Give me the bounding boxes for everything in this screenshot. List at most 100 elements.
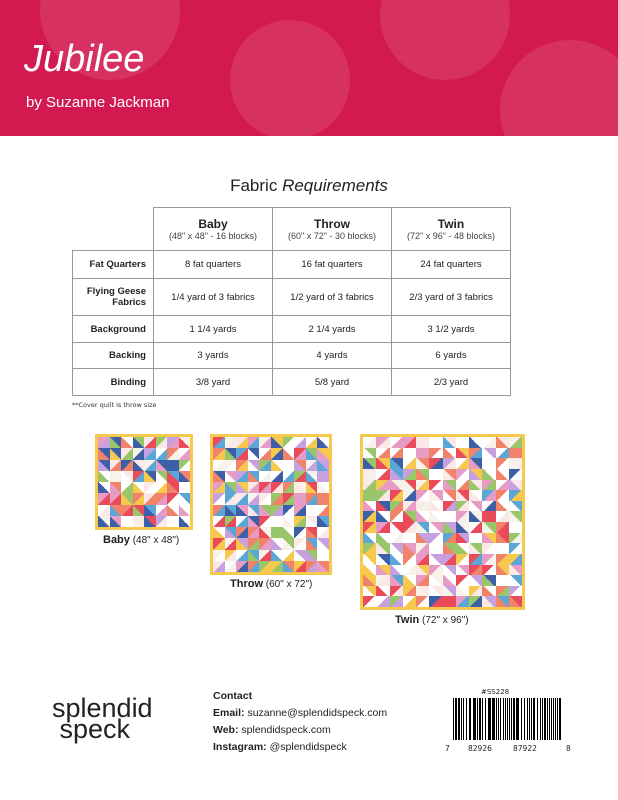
quilt-patch bbox=[389, 585, 403, 597]
quilt-patch bbox=[167, 437, 179, 449]
table-row: Backing 3 yards 4 yards 6 yards bbox=[72, 342, 511, 369]
quilt-patch bbox=[402, 447, 416, 459]
barcode-bar bbox=[455, 698, 457, 740]
quilt-patch bbox=[429, 447, 443, 459]
quilt-patch bbox=[271, 470, 283, 482]
quilt-patch bbox=[109, 482, 121, 494]
quilt-patch bbox=[178, 448, 190, 460]
quilt-patch bbox=[482, 437, 496, 448]
barcode-bar bbox=[495, 698, 498, 740]
quilt-patch bbox=[305, 549, 318, 561]
quilt-patch bbox=[247, 470, 260, 482]
table-row: Binding 3/8 yard 5/8 yard 2/3 yard bbox=[72, 368, 511, 396]
quilt-patch bbox=[305, 437, 318, 449]
quilt-patch bbox=[98, 515, 110, 527]
quilt-patch bbox=[294, 437, 306, 449]
quilt-patch bbox=[144, 504, 156, 516]
quilt-patch bbox=[155, 515, 167, 527]
quilt-patch bbox=[429, 468, 443, 480]
quilt-patch bbox=[98, 470, 110, 482]
quilt-patch bbox=[271, 538, 283, 550]
barcode-bar bbox=[481, 698, 484, 740]
quilt-patch bbox=[363, 564, 377, 576]
quilt-patch bbox=[495, 490, 509, 501]
quilt-patch bbox=[178, 470, 190, 482]
barcode-bar bbox=[548, 698, 550, 740]
quilt-patch bbox=[259, 504, 271, 516]
quilt-patch bbox=[282, 538, 295, 550]
web-link[interactable]: splendidspeck.com bbox=[241, 724, 331, 736]
quilt-patch bbox=[389, 500, 403, 512]
quilt-patch bbox=[416, 564, 430, 576]
quilt-patch bbox=[442, 490, 456, 501]
quilt-patch bbox=[482, 564, 496, 576]
quilt-patch bbox=[363, 468, 377, 480]
quilt-patch bbox=[508, 522, 522, 533]
quilt-patch bbox=[402, 543, 416, 554]
quilt-patch bbox=[236, 549, 248, 561]
quilt-patch bbox=[402, 490, 416, 501]
quilt-patch bbox=[259, 470, 271, 482]
quilt-patch bbox=[121, 448, 133, 460]
quilt-patch bbox=[376, 532, 390, 544]
quilt-patch bbox=[455, 532, 469, 544]
quilt-patch bbox=[495, 575, 509, 586]
barcode-bar bbox=[526, 698, 528, 740]
email-link[interactable]: suzanne@splendidspeck.com bbox=[247, 707, 388, 719]
barcode-bar bbox=[508, 698, 510, 740]
quilt-patch bbox=[442, 564, 456, 576]
barcode-bar bbox=[557, 698, 558, 740]
quilt-patch bbox=[282, 493, 295, 505]
quilt-patch bbox=[495, 596, 509, 607]
caption-twin: Twin (72" x 96") bbox=[395, 614, 469, 626]
quilt-patch bbox=[363, 575, 377, 586]
quilt-patch bbox=[376, 490, 390, 501]
barcode-bar bbox=[474, 698, 476, 740]
barcode-bar bbox=[515, 698, 517, 740]
quilt-patch bbox=[224, 459, 237, 471]
barcode-bar bbox=[487, 698, 489, 740]
quilt-patch bbox=[305, 515, 318, 527]
instagram-link[interactable]: @splendidspeck bbox=[269, 741, 347, 753]
table-row: Background 1 1/4 yards 2 1/4 yards 3 1/2 ya… bbox=[72, 315, 511, 343]
quilt-patch bbox=[455, 437, 469, 448]
quilt-patch bbox=[469, 468, 483, 480]
quilt-patch bbox=[294, 482, 306, 494]
quilt-patch bbox=[247, 549, 260, 561]
quilt-patch bbox=[376, 500, 390, 512]
quilt-patch bbox=[389, 458, 403, 469]
quilt-patch bbox=[416, 479, 430, 491]
quilt-patch bbox=[305, 459, 318, 471]
quilt-patch bbox=[271, 459, 283, 471]
quilt-patch bbox=[376, 511, 390, 522]
quilt-patch bbox=[247, 448, 260, 460]
quilt-patch bbox=[247, 459, 260, 471]
quilt-patch bbox=[376, 479, 390, 491]
designer-byline: by Suzanne Jackman bbox=[26, 94, 170, 111]
barcode-bar bbox=[532, 698, 534, 740]
quilt-patch bbox=[178, 515, 190, 527]
quilt-patch bbox=[132, 437, 144, 449]
quilt-patch bbox=[271, 437, 283, 449]
quilt-patch bbox=[508, 553, 522, 565]
quilt-patch bbox=[155, 493, 167, 505]
quilt-patch bbox=[402, 437, 416, 448]
quilt-patch bbox=[442, 479, 456, 491]
quilt-patch bbox=[213, 493, 225, 505]
quilt-patch bbox=[469, 447, 483, 459]
column-throw: Throw (60" x 72" - 30 blocks) bbox=[272, 207, 392, 251]
quilt-patch bbox=[402, 479, 416, 491]
quilt-patch bbox=[508, 479, 522, 491]
quilt-patch bbox=[402, 553, 416, 565]
quilt-patch bbox=[495, 585, 509, 597]
quilt-patch bbox=[455, 564, 469, 576]
quilt-patch bbox=[155, 448, 167, 460]
quilt-patch bbox=[376, 596, 390, 607]
quilt-patch bbox=[98, 437, 110, 449]
quilt-patch bbox=[389, 437, 403, 448]
quilt-patch bbox=[305, 538, 318, 550]
quilt-patch bbox=[178, 493, 190, 505]
barcode-bar bbox=[550, 698, 552, 740]
quilt-patch bbox=[259, 437, 271, 449]
quilt-patch bbox=[121, 493, 133, 505]
